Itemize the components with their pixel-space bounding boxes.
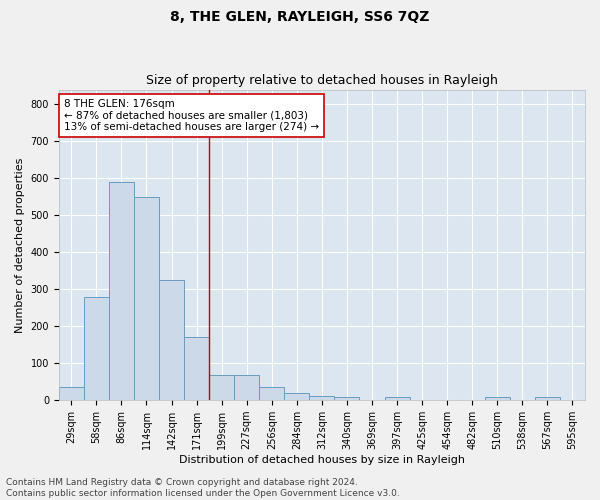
Bar bbox=[385, 398, 410, 400]
Bar bbox=[209, 375, 234, 400]
Y-axis label: Number of detached properties: Number of detached properties bbox=[15, 157, 25, 332]
Text: Contains HM Land Registry data © Crown copyright and database right 2024.
Contai: Contains HM Land Registry data © Crown c… bbox=[6, 478, 400, 498]
Bar bbox=[485, 398, 510, 400]
Bar bbox=[109, 182, 134, 400]
Bar bbox=[184, 338, 209, 400]
Bar bbox=[234, 375, 259, 400]
Bar bbox=[259, 388, 284, 400]
Bar bbox=[159, 280, 184, 400]
Bar bbox=[59, 388, 84, 400]
Bar bbox=[310, 396, 334, 400]
X-axis label: Distribution of detached houses by size in Rayleigh: Distribution of detached houses by size … bbox=[179, 455, 465, 465]
Bar bbox=[84, 296, 109, 400]
Bar bbox=[284, 393, 310, 400]
Bar bbox=[134, 197, 159, 400]
Text: 8, THE GLEN, RAYLEIGH, SS6 7QZ: 8, THE GLEN, RAYLEIGH, SS6 7QZ bbox=[170, 10, 430, 24]
Bar bbox=[334, 398, 359, 400]
Bar bbox=[535, 398, 560, 400]
Text: 8 THE GLEN: 176sqm
← 87% of detached houses are smaller (1,803)
13% of semi-deta: 8 THE GLEN: 176sqm ← 87% of detached hou… bbox=[64, 99, 319, 132]
Title: Size of property relative to detached houses in Rayleigh: Size of property relative to detached ho… bbox=[146, 74, 498, 87]
